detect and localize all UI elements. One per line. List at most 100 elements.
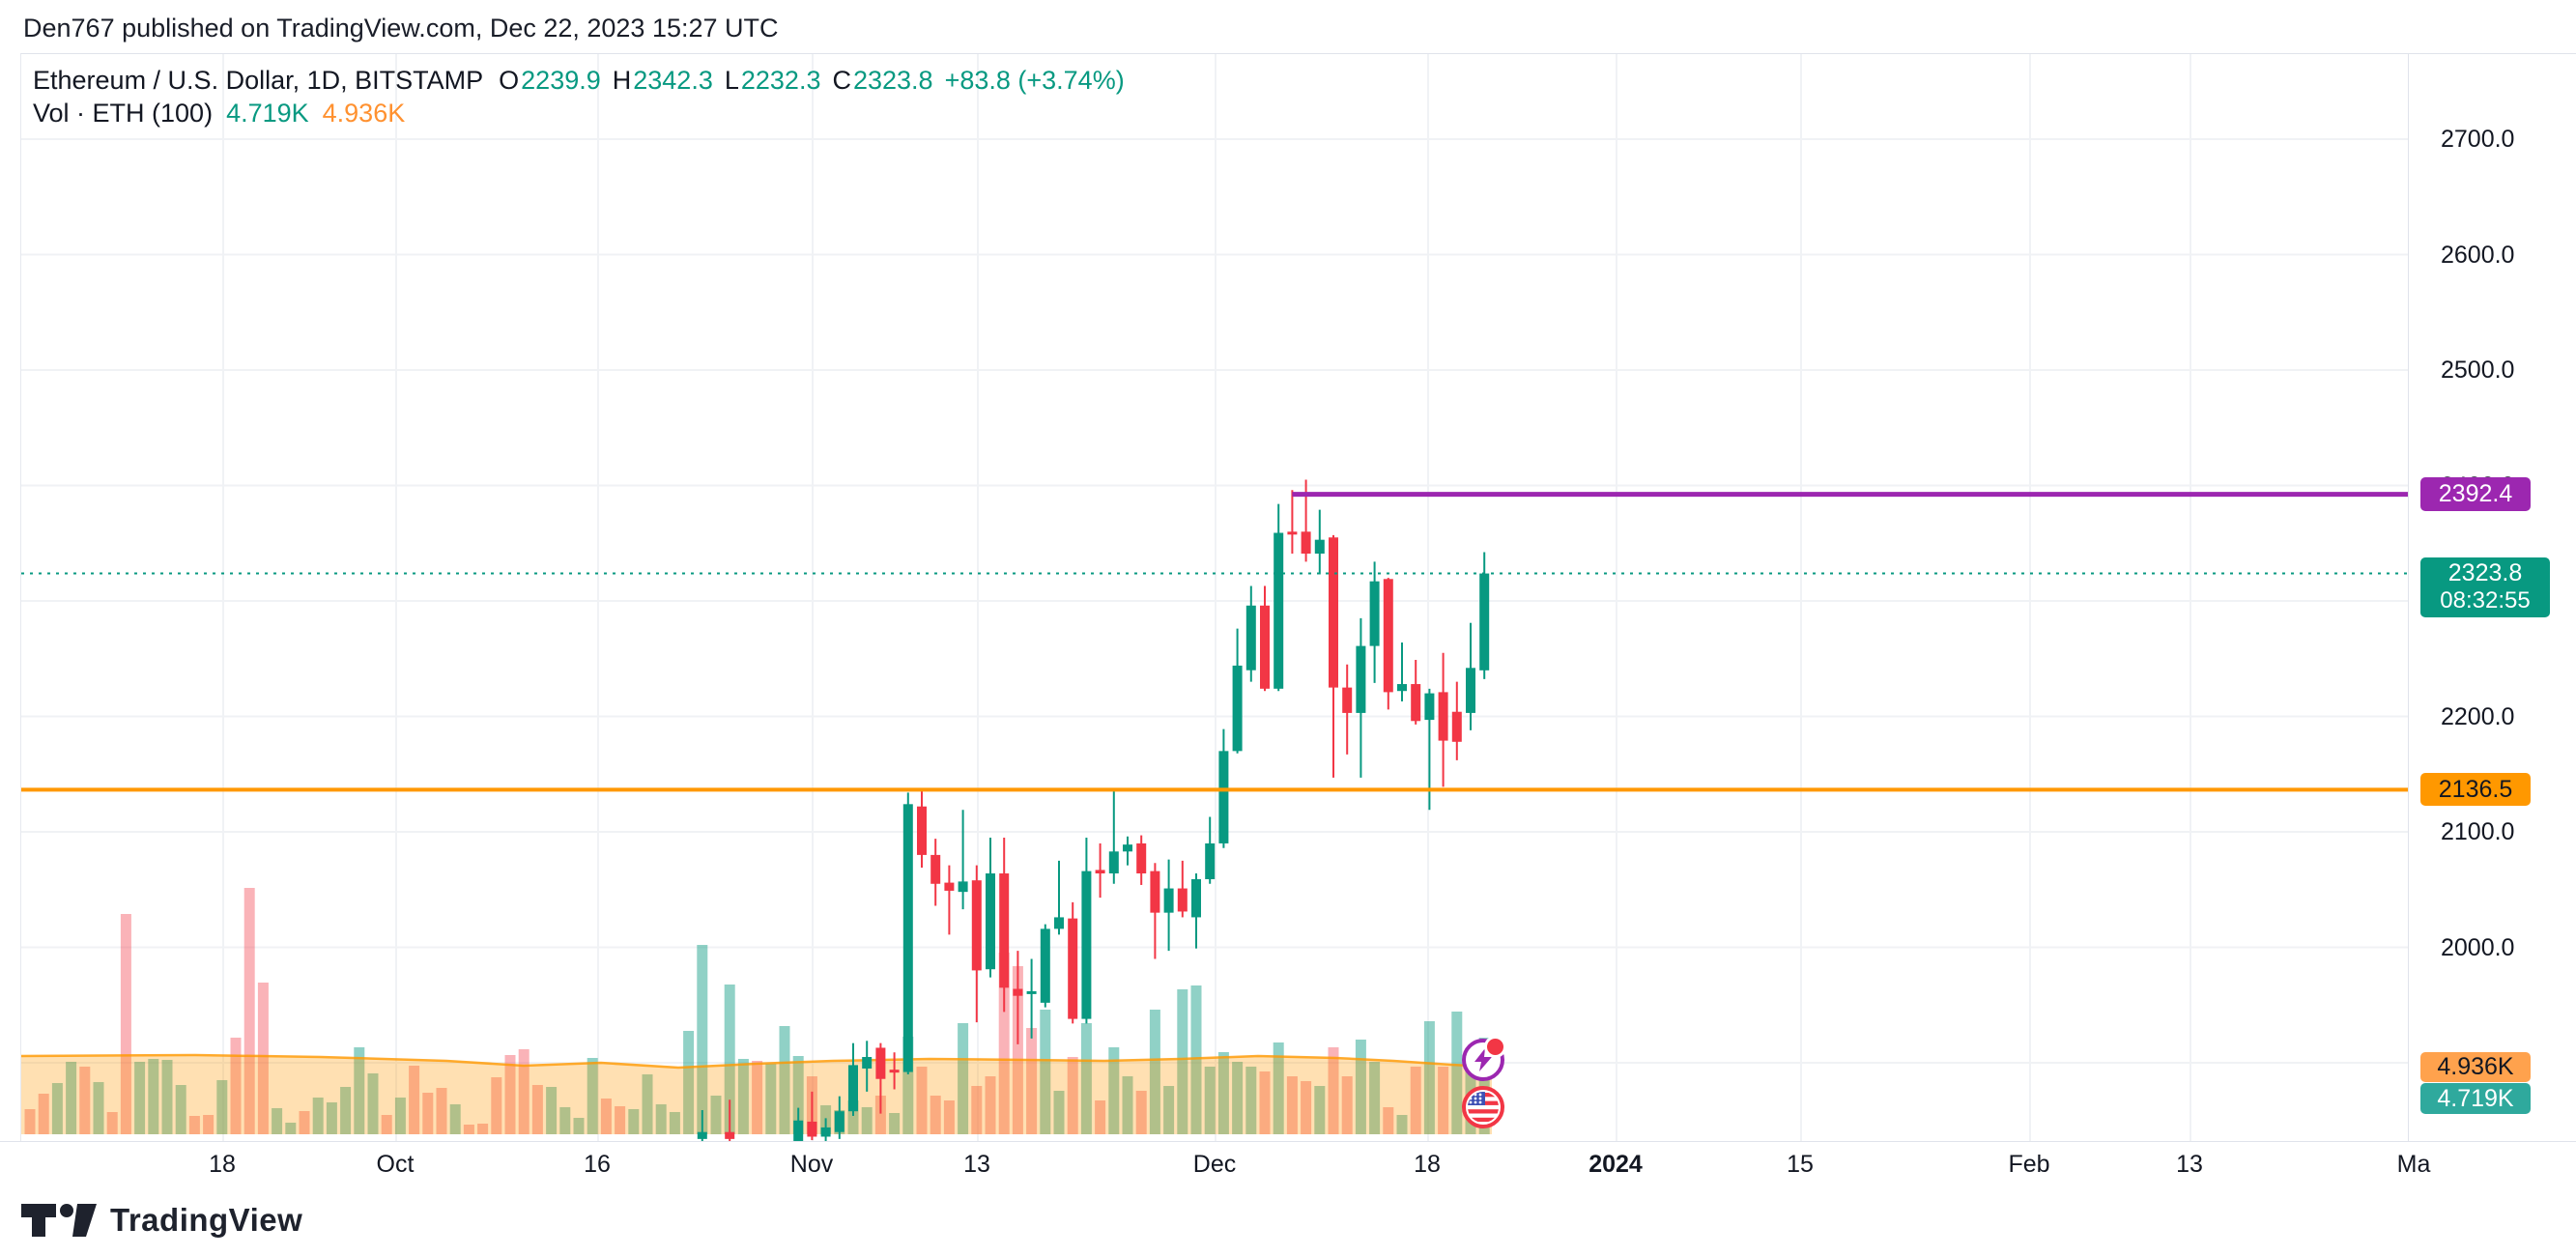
volume-bar: [1232, 1062, 1244, 1134]
volume-bar: [971, 1086, 983, 1134]
gridlines: [21, 54, 2409, 1141]
volume-bar: [161, 1060, 173, 1134]
volume-bar: [1040, 1010, 1051, 1134]
volume-bar: [1067, 1057, 1078, 1134]
volume-bar: [930, 1096, 941, 1134]
volume-bar: [531, 1085, 543, 1134]
volume-bar: [381, 1115, 392, 1134]
time-axis-label: Oct: [376, 1151, 415, 1178]
volume-bar: [504, 1055, 516, 1134]
candle: [1356, 617, 1366, 778]
footer-bar: TradingView: [0, 1188, 2576, 1256]
time-axis-label: Dec: [1192, 1151, 1237, 1178]
volume-bar: [257, 983, 269, 1134]
symbol-title[interactable]: Ethereum / U.S. Dollar, 1D, BITSTAMP: [33, 66, 484, 95]
volume-bar: [889, 1113, 901, 1134]
volume-bar: [1355, 1040, 1366, 1134]
time-axis-label: Feb: [2008, 1151, 2050, 1178]
volume-bar: [1095, 1100, 1106, 1134]
time-axis-label: Ma: [2396, 1151, 2431, 1178]
candle: [1108, 788, 1119, 884]
tradingview-logo[interactable]: TradingView: [21, 1202, 302, 1239]
legend-value: +83.8 (+3.74%): [944, 66, 1125, 95]
us-flag-icon: [1468, 1092, 1499, 1123]
volume-bar: [710, 1096, 722, 1134]
time-axis-label: 18: [1414, 1151, 1441, 1178]
tradingview-logo-icon: [21, 1204, 97, 1237]
volume-bar: [272, 1108, 283, 1134]
time-axis-label: Nov: [789, 1151, 834, 1178]
candle: [902, 792, 913, 1074]
candle: [1177, 860, 1188, 918]
volume-bar: [669, 1112, 680, 1134]
candle: [971, 865, 982, 1023]
volume-bar: [1273, 1042, 1284, 1134]
candle: [1123, 836, 1132, 866]
legend-value: H: [612, 66, 632, 95]
candle: [930, 839, 941, 906]
candle: [1314, 509, 1325, 575]
volume-bar: [1177, 989, 1188, 1134]
volume-bar: [985, 1076, 996, 1134]
volume-study-row: Vol · ETH (100) 4.719K 4.936K: [33, 99, 1125, 131]
volume-bar: [243, 888, 255, 1134]
candle: [875, 1042, 886, 1114]
candle: [1424, 688, 1435, 811]
price-axis-label: 2200.0: [2441, 702, 2515, 730]
volume-bar: [340, 1087, 352, 1134]
tradingview-logo-text: TradingView: [110, 1202, 303, 1238]
candle: [820, 1118, 831, 1141]
time-axis-label: 13: [2176, 1151, 2203, 1178]
symbol-ohlc-row: Ethereum / U.S. Dollar, 1D, BITSTAMP O 223…: [33, 66, 1125, 99]
legend-value: 2342.3: [633, 66, 713, 95]
volume-bar: [120, 914, 131, 1134]
legend-value: L: [724, 66, 739, 95]
volume-bar: [1190, 985, 1202, 1134]
candle: [1329, 534, 1338, 778]
volume-bar: [299, 1111, 310, 1134]
time-axis[interactable]: 18 Oct 16 Nov 13 Dec 18 2024 15 Feb 13 Ma: [0, 1141, 2576, 1189]
chart-plot-area[interactable]: [20, 53, 2409, 1141]
resistance-price-badge: 2392.4: [2420, 477, 2531, 512]
candle: [1438, 652, 1448, 787]
volume-bar: [600, 1099, 612, 1134]
event-lightning-icon[interactable]: [1462, 1036, 1506, 1081]
event-us-flag-icon[interactable]: [1462, 1086, 1504, 1128]
candle: [1026, 958, 1037, 1039]
price-axis-label: 2700.0: [2441, 126, 2515, 153]
candle: [1479, 552, 1490, 679]
volume-bar: [847, 1100, 859, 1134]
price-axis[interactable]: 2700.02600.02500.02400.02200.02100.02000…: [2408, 53, 2576, 1141]
volume-bar: [79, 1067, 91, 1134]
candle: [999, 837, 1010, 1013]
candle: [1466, 622, 1475, 730]
price-axis-label: 2500.0: [2441, 357, 2515, 384]
volume-study-title[interactable]: Vol · ETH (100): [33, 99, 214, 128]
volume-bar: [312, 1098, 324, 1134]
volume-bar: [998, 953, 1010, 1134]
legend-value: C: [832, 66, 851, 95]
volume-bar: [779, 1026, 790, 1134]
candle: [1397, 642, 1407, 701]
volume-bar: [422, 1093, 434, 1134]
price-axis-label: 2600.0: [2441, 241, 2515, 269]
time-axis-label: 15: [1787, 1151, 1814, 1178]
chart-canvas[interactable]: [21, 54, 2409, 1141]
candle: [848, 1042, 858, 1116]
volume-bar: [1053, 1091, 1065, 1134]
candle: [725, 1099, 735, 1141]
volume-bar: [24, 1109, 36, 1134]
volume-bar: [655, 1104, 667, 1134]
volume-bar: [1451, 1012, 1463, 1134]
candle: [1451, 681, 1462, 760]
volume-bar: [134, 1062, 146, 1134]
volume-bar: [1012, 966, 1023, 1134]
candle: [1274, 503, 1284, 692]
legend-value: 2232.3: [740, 66, 821, 95]
volume-bar: [491, 1077, 502, 1134]
volume-bar: [463, 1125, 474, 1134]
time-axis-label: 2024: [1589, 1151, 1643, 1178]
volume-bar: [216, 1080, 228, 1134]
candle: [1232, 628, 1243, 754]
candle: [1163, 859, 1174, 952]
